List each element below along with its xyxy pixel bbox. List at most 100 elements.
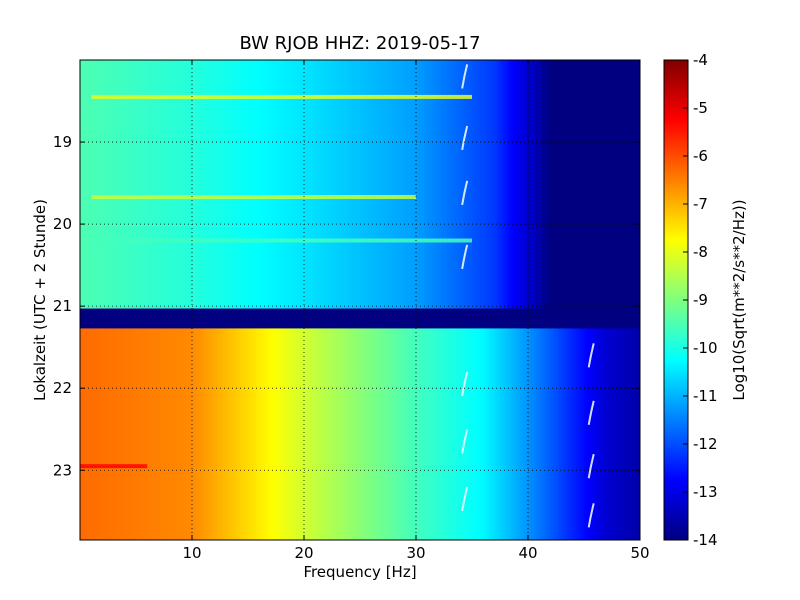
band-cell bbox=[270, 328, 274, 540]
colorbar-tick-label: -5 bbox=[693, 99, 708, 117]
band-cell bbox=[427, 328, 431, 540]
band-cell bbox=[536, 60, 540, 309]
band-cell bbox=[295, 60, 299, 309]
band-cell bbox=[477, 60, 481, 309]
tonal-line-burst bbox=[587, 400, 595, 425]
band-cell bbox=[197, 60, 201, 309]
band-cell bbox=[304, 328, 308, 540]
band-cell bbox=[452, 60, 456, 309]
band-cell bbox=[561, 60, 565, 309]
band-cell bbox=[449, 60, 453, 309]
colorbar-tick-label: -11 bbox=[693, 387, 718, 405]
band-cell bbox=[581, 328, 585, 540]
band-cell bbox=[80, 60, 84, 309]
band-cell bbox=[508, 60, 512, 309]
band-cell bbox=[166, 328, 171, 540]
band-cell bbox=[273, 60, 277, 309]
colorbar-ticks: -4 -5 -6 -7 -8 -9 -10 -11 -12 -13 -14 bbox=[683, 51, 718, 549]
band-cell bbox=[525, 328, 529, 540]
band-cell bbox=[301, 328, 305, 540]
band-cell bbox=[494, 328, 498, 540]
band-cell bbox=[589, 328, 593, 540]
band-cell bbox=[208, 328, 213, 540]
band-cell bbox=[236, 328, 241, 540]
band-cell bbox=[542, 328, 546, 540]
band-cell bbox=[337, 60, 341, 309]
band-cell bbox=[130, 60, 134, 309]
band-cell bbox=[396, 328, 400, 540]
band-cell bbox=[441, 328, 445, 540]
band-cell bbox=[172, 328, 176, 540]
band-cell bbox=[304, 60, 308, 309]
band-cell bbox=[318, 60, 322, 309]
colorbar-tick-label: -13 bbox=[693, 483, 718, 501]
band-cell bbox=[502, 60, 507, 309]
band-cell bbox=[253, 60, 257, 309]
band-cell bbox=[306, 328, 311, 540]
x-tick-label: 30 bbox=[406, 544, 425, 562]
band-cell bbox=[122, 60, 126, 309]
band-cell bbox=[130, 328, 134, 540]
band-cell bbox=[178, 328, 182, 540]
band-cell bbox=[558, 60, 563, 309]
band-cell bbox=[318, 328, 322, 540]
band-cell bbox=[242, 60, 246, 309]
band-cell bbox=[217, 60, 221, 309]
band-cell bbox=[315, 328, 319, 540]
y-tick-label: 20 bbox=[53, 215, 72, 233]
y-tick-label: 21 bbox=[53, 297, 72, 315]
highlight-streak bbox=[91, 238, 472, 243]
band-cell bbox=[214, 60, 218, 309]
band-cell bbox=[371, 60, 375, 309]
band-cell bbox=[99, 328, 103, 540]
band-cell bbox=[133, 60, 137, 309]
band-cell bbox=[581, 60, 585, 309]
y-axis: 19 20 21 22 23 bbox=[53, 133, 640, 479]
band-cell bbox=[626, 60, 630, 309]
band-cell bbox=[488, 328, 493, 540]
band-cell bbox=[547, 328, 551, 540]
band-cell bbox=[281, 328, 285, 540]
band-cell bbox=[558, 328, 563, 540]
band-cell bbox=[110, 328, 115, 540]
tonal-line-burst bbox=[461, 125, 469, 151]
band-cell bbox=[533, 328, 537, 540]
band-cell bbox=[124, 60, 129, 309]
band-cell bbox=[491, 328, 495, 540]
band-cell bbox=[614, 60, 619, 309]
band-cell bbox=[320, 60, 325, 309]
band-cell bbox=[466, 328, 470, 540]
band-cell bbox=[292, 60, 297, 309]
band-cell bbox=[444, 60, 448, 309]
band-cell bbox=[360, 328, 364, 540]
data-gap-band bbox=[80, 308, 640, 329]
band-cell bbox=[354, 60, 358, 309]
band-cell bbox=[197, 328, 201, 540]
band-cell bbox=[169, 60, 173, 309]
band-cell bbox=[264, 328, 269, 540]
band-cell bbox=[500, 328, 504, 540]
tonal-line-burst bbox=[461, 371, 469, 397]
band-cell bbox=[96, 328, 101, 540]
band-cell bbox=[164, 328, 168, 540]
colorbar-tick-label: -9 bbox=[693, 291, 708, 309]
band-cell bbox=[281, 60, 285, 309]
band-cell bbox=[539, 60, 543, 309]
y-tick-label: 22 bbox=[53, 379, 72, 397]
band-cell bbox=[189, 60, 193, 309]
band-cell bbox=[122, 328, 126, 540]
band-cell bbox=[508, 328, 512, 540]
band-cell bbox=[225, 60, 229, 309]
band-cell bbox=[312, 328, 316, 540]
band-cell bbox=[505, 60, 509, 309]
band-cell bbox=[206, 328, 210, 540]
band-cell bbox=[511, 60, 515, 309]
band-cell bbox=[346, 328, 350, 540]
band-cell bbox=[113, 60, 117, 309]
band-cell bbox=[393, 60, 397, 309]
band-cell bbox=[152, 60, 157, 309]
band-cell bbox=[194, 328, 199, 540]
tonal-line-burst bbox=[587, 503, 595, 528]
band-cell bbox=[404, 328, 409, 540]
